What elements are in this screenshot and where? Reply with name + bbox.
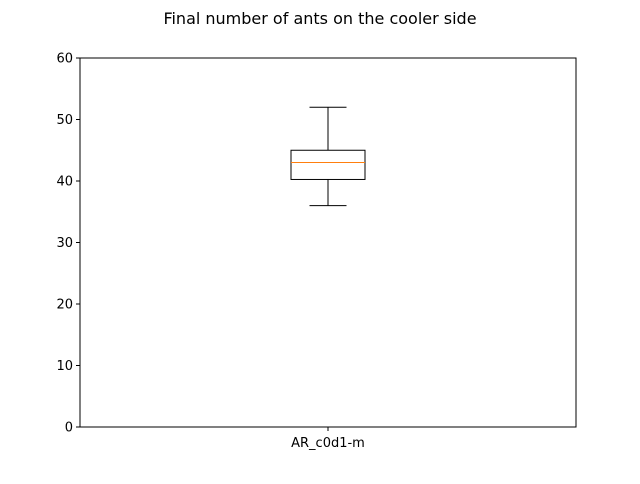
y-tick-label: 60 <box>56 52 73 67</box>
chart-title: Final number of ants on the cooler side <box>163 9 476 28</box>
y-tick-label: 0 <box>65 421 73 436</box>
x-tick-label: AR_c0d1-m <box>291 436 365 451</box>
y-tick-label: 10 <box>56 359 73 374</box>
iqr-box <box>290 149 366 180</box>
y-tick-label: 40 <box>56 175 73 190</box>
y-tick-label: 50 <box>56 113 73 128</box>
y-tick-label: 30 <box>56 236 73 251</box>
y-tick-label: 20 <box>56 298 73 313</box>
plot-area: 0 10 20 30 40 50 60 AR_c0d1-m <box>56 52 577 451</box>
